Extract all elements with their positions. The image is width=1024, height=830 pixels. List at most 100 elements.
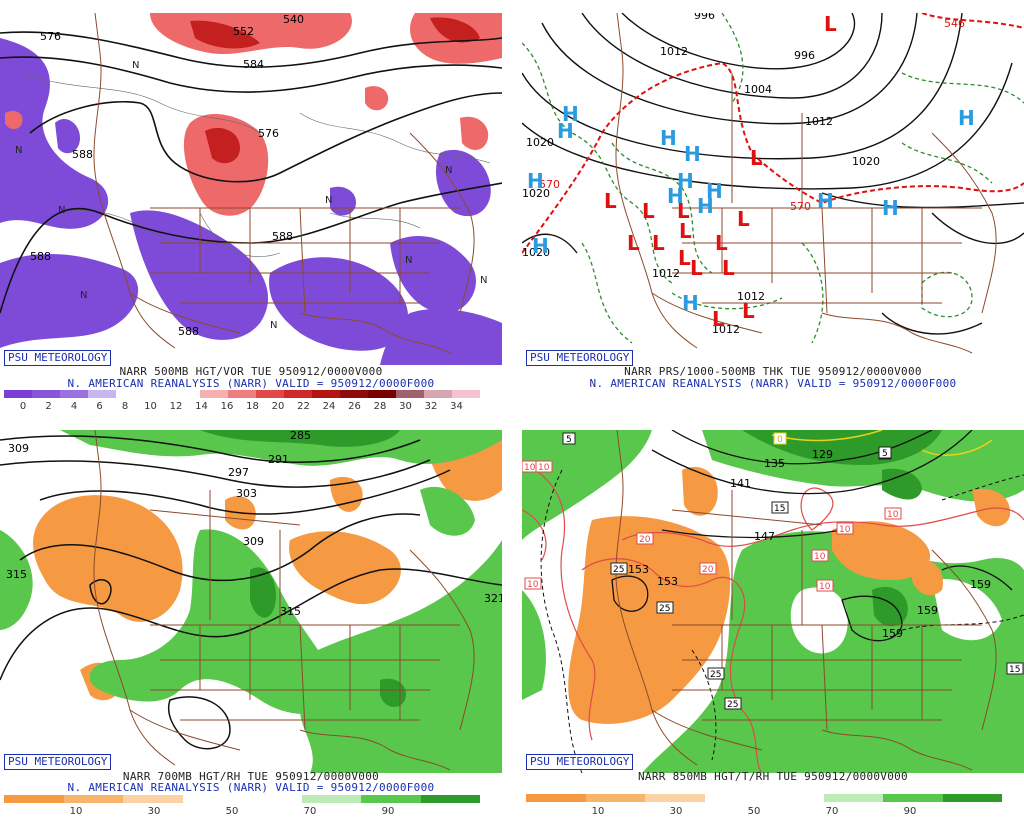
colorbar-tick-label: 30: [147, 806, 161, 817]
vorticity-colorbar-ticks: 0 2 4 6 8 10 12 14 16 18 20 22 24 26 28 30 32 34: [4, 401, 494, 413]
colorbar-segment: [424, 390, 452, 398]
vorticity-map: 576 552 540 584 576 588 588 588 588 NNN …: [0, 13, 502, 365]
vorticity-contour-labels: 576 552 540 584 576 588 588 588 588: [30, 13, 304, 338]
low-marker: L: [712, 307, 725, 331]
temp-label-box: 10: [836, 522, 854, 535]
low-marker: L: [652, 231, 665, 255]
contour-label: 315: [280, 605, 301, 618]
temp-label-box: 5: [878, 446, 892, 459]
colorbar-tick-label: 20: [271, 401, 285, 412]
colorbar-segment: [883, 794, 943, 802]
temp-label-box: 25: [724, 697, 742, 710]
contour-label: 159: [917, 604, 938, 617]
colorbar-tick-label: 32: [424, 401, 438, 412]
contour-label: 291: [268, 453, 289, 466]
contour-label: 996: [694, 13, 715, 22]
colorbar-segment: [312, 390, 340, 398]
panel-title: NARR 500MB HGT/VOR TUE 950912/0000V000: [119, 365, 383, 378]
low-marker: L: [678, 246, 691, 270]
rh700-contour-labels: 309 285 291 297 303 309 315 315 321: [6, 430, 502, 618]
contour-label: 584: [243, 58, 264, 71]
colorbar-segment: [340, 390, 368, 398]
colorbar-segment: [144, 390, 172, 398]
low-marker: L: [737, 207, 750, 231]
low-marker: L: [690, 256, 703, 280]
colorbar-segment: [704, 794, 764, 802]
colorbar-segment: [823, 794, 883, 802]
temp-label-box: 10: [884, 507, 902, 520]
thickness-label: 570: [539, 178, 560, 191]
high-marker: H: [532, 234, 549, 258]
colorbar-tick-label: 90: [381, 806, 395, 817]
colorbar-segment: [526, 794, 586, 802]
psu-meteorology-badge: PSU METEOROLOGY: [4, 754, 112, 770]
high-marker: H: [667, 184, 684, 208]
svg-text:10: 10: [538, 463, 550, 473]
svg-text:N: N: [15, 145, 22, 156]
colorbar-tick-label: 50: [225, 806, 239, 817]
contour-label: 303: [236, 487, 257, 500]
contour-label: 1020: [526, 136, 554, 149]
contour-label: 576: [40, 30, 61, 43]
psu-meteorology-badge: PSU METEOROLOGY: [4, 350, 112, 366]
svg-text:10: 10: [819, 582, 831, 592]
colorbar-segment: [645, 794, 705, 802]
contour-label: 540: [283, 13, 304, 26]
contour-label: 1012: [737, 290, 765, 303]
vorticity-colorbar: [4, 390, 480, 398]
contour-label: 159: [882, 627, 903, 640]
colorbar-tick-label: 70: [825, 806, 839, 817]
temp-label-box: 10: [816, 579, 834, 592]
contour-label: 1020: [852, 155, 880, 168]
contour-label: 153: [657, 575, 678, 588]
colorbar-segment: [301, 795, 361, 803]
thickness-label: 570: [790, 200, 811, 213]
t850-height-labels: 135 129 141 147 153 153 159 159 159: [628, 448, 991, 640]
high-marker: H: [882, 196, 899, 220]
colorbar-tick-label: 34: [450, 401, 463, 412]
colorbar-segment: [228, 390, 256, 398]
high-pressure-markers: H H H H H H H H H H H H H H: [527, 102, 975, 315]
colorbar-tick-label: 50: [747, 806, 761, 817]
colorbar-tick-label: 8: [121, 401, 129, 412]
contour-label: 321: [484, 592, 502, 605]
low-marker: L: [722, 256, 735, 280]
svg-text:10: 10: [814, 552, 826, 562]
high-marker: H: [684, 142, 701, 166]
temp-label-box: 5: [562, 432, 576, 445]
temp-label-box: 10: [524, 577, 542, 590]
svg-text:10: 10: [527, 580, 539, 590]
t850-temperature-labels: 5 0 5 15 10 10 10 10 10 10 20 20 25 25 2…: [522, 432, 1024, 710]
svg-text:N: N: [325, 195, 332, 206]
thickness-label: 546: [944, 17, 965, 30]
contour-label: 1004: [744, 83, 772, 96]
contour-label: 135: [764, 457, 785, 470]
svg-text:N: N: [445, 165, 452, 176]
colorbar-tick-label: 30: [399, 401, 412, 412]
colorbar-segment: [942, 794, 1002, 802]
contour-label: 285: [290, 430, 311, 442]
panel-700mb-rh: 309 285 291 297 303 309 315 315 321 PSU …: [0, 430, 502, 830]
high-marker: H: [697, 194, 714, 218]
contour-label: 576: [258, 127, 279, 140]
colorbar-tick-label: 0: [19, 401, 27, 412]
contour-label: 129: [812, 448, 833, 461]
colorbar-tick-label: 26: [348, 401, 361, 412]
svg-text:15: 15: [774, 504, 785, 514]
contour-label: 309: [8, 442, 29, 455]
colorbar-tick-label: 10: [591, 806, 605, 817]
low-marker: L: [750, 146, 763, 170]
contour-label: 315: [6, 568, 27, 581]
low-marker: L: [715, 231, 728, 255]
svg-text:15: 15: [1009, 665, 1020, 675]
colorbar-segment: [368, 390, 396, 398]
high-marker: H: [817, 189, 834, 213]
high-marker: H: [682, 291, 699, 315]
rh700-map: 309 285 291 297 303 309 315 315 321: [0, 430, 502, 773]
high-marker: H: [660, 126, 677, 150]
contour-label: 1012: [805, 115, 833, 128]
svg-text:0: 0: [777, 435, 783, 445]
colorbar-tick-label: 18: [246, 401, 259, 412]
svg-text:5: 5: [566, 435, 572, 445]
